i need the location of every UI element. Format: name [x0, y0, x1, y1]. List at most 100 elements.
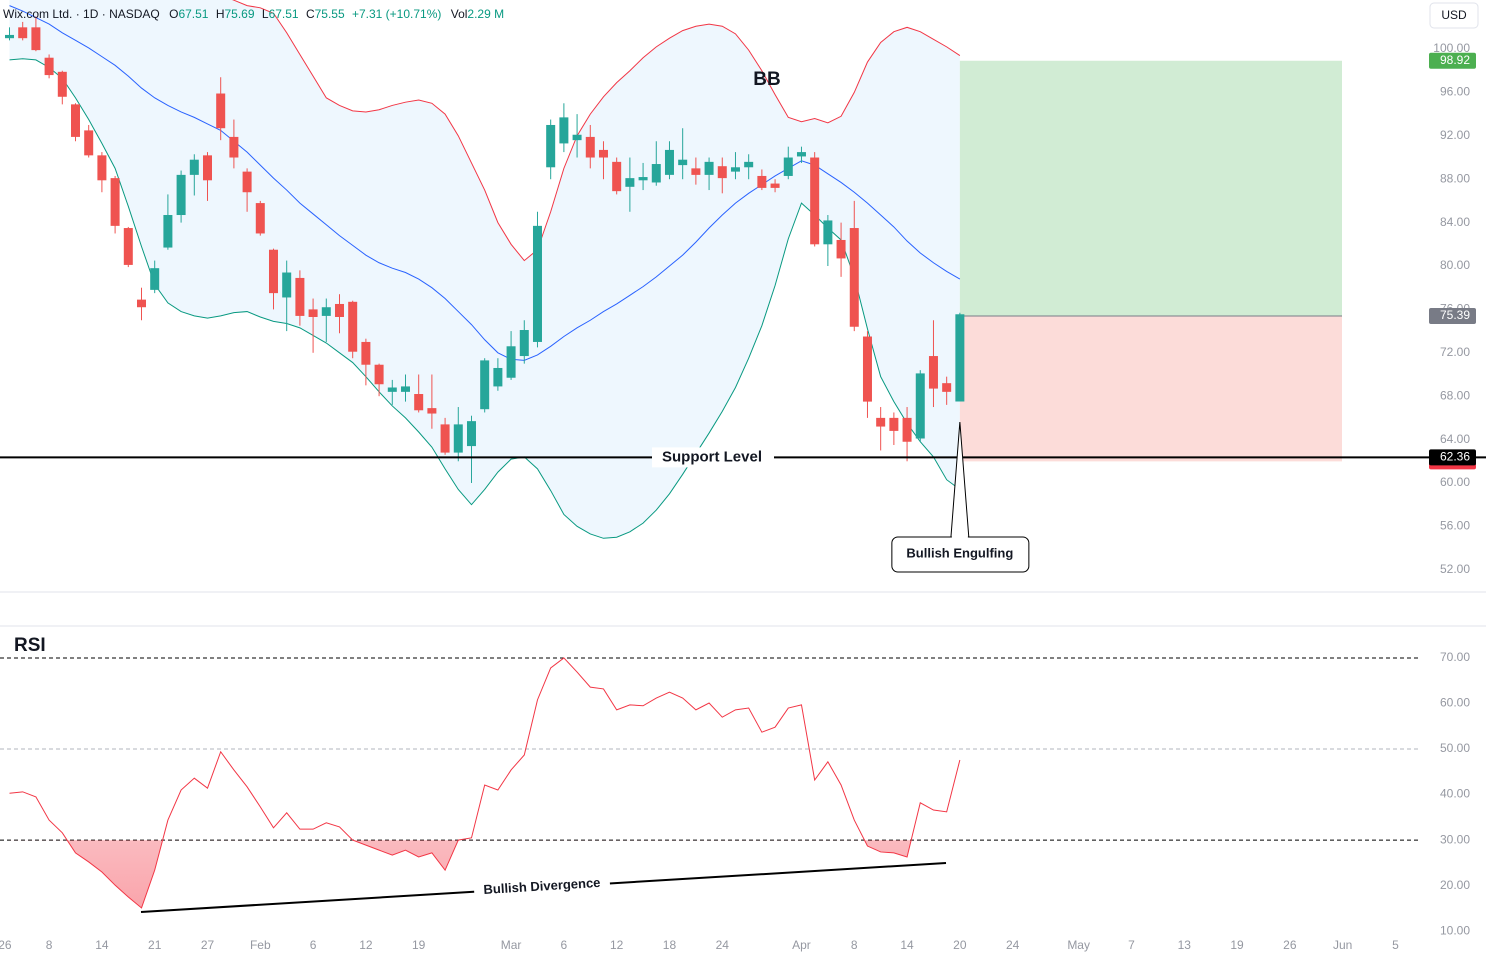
x-tick-label: Feb	[250, 938, 271, 952]
candle-body	[5, 34, 15, 39]
candle-body	[546, 124, 556, 168]
low: 67.51	[269, 7, 299, 21]
divergence-label-bg	[473, 872, 611, 902]
candle-body	[783, 157, 793, 176]
currency-button[interactable]	[1429, 2, 1479, 29]
x-tick-label: 24	[716, 938, 730, 952]
y-tick-label: 100.00	[1433, 41, 1470, 55]
candle-body	[84, 130, 94, 156]
candle-body	[31, 27, 41, 51]
candle-body	[110, 178, 120, 226]
candle-body	[334, 303, 344, 317]
candle-body	[717, 166, 727, 179]
callout-pointer	[950, 421, 970, 539]
target-price-tag	[1429, 52, 1476, 69]
candle-body	[321, 307, 331, 316]
candle-body	[229, 136, 239, 158]
currency[interactable]: USD	[1441, 8, 1467, 22]
bb-upper	[232, 0, 961, 262]
target-price-label: 98.92	[1440, 53, 1470, 67]
rsi-tick-label: 60.00	[1440, 696, 1470, 710]
candle-body	[123, 228, 133, 265]
candle-body	[387, 387, 397, 392]
candle-body	[282, 272, 292, 298]
change: +7.31 (+10.71%)	[352, 7, 441, 21]
y-tick-label: 64.00	[1440, 432, 1470, 446]
close: 75.55	[315, 7, 345, 21]
candle-body	[625, 178, 635, 187]
divergence-text: Bullish Divergence	[483, 875, 601, 897]
l-label: L	[262, 7, 269, 21]
candle-body	[691, 168, 701, 175]
candle-body	[572, 134, 582, 141]
candle-body	[136, 299, 146, 308]
rsi-line	[9, 657, 961, 909]
candle-body	[348, 301, 358, 352]
candle-body	[559, 117, 569, 144]
rsi-tick-label: 50.00	[1440, 741, 1470, 755]
rsi-tick-label: 20.00	[1440, 878, 1470, 892]
candle-body	[466, 421, 476, 447]
support-label: Support Level	[662, 448, 762, 465]
candle-body	[889, 417, 899, 431]
x-tick-label: Apr	[792, 938, 811, 952]
candle-body	[519, 330, 529, 357]
x-tick-label: 27	[201, 938, 215, 952]
x-tick-label: 13	[1178, 938, 1192, 952]
header: Wix.com Ltd. · 1D · NASDAQ O67.51 H75.69…	[3, 7, 504, 21]
candle-body	[176, 174, 186, 216]
c-label: C	[306, 7, 315, 21]
x-tick-label: 19	[1230, 938, 1244, 952]
candle-body	[308, 309, 318, 317]
candle-body	[57, 71, 67, 97]
candle-body	[612, 161, 622, 192]
rsi-tick-label: 40.00	[1440, 787, 1470, 801]
candle-body	[757, 175, 767, 188]
x-tick-label: May	[1067, 938, 1090, 952]
x-tick-label: 14	[900, 938, 914, 952]
y-tick-label: 96.00	[1440, 85, 1470, 99]
sep: ·	[102, 7, 109, 21]
candle-body	[163, 215, 173, 248]
candle-body	[796, 152, 806, 157]
open: 67.51	[178, 7, 208, 21]
candle-body	[480, 360, 490, 410]
candle-body	[44, 57, 54, 76]
candle-body	[202, 155, 212, 181]
exchange: NASDAQ	[109, 7, 160, 21]
candle-body	[427, 408, 437, 414]
x-tick-label: 21	[148, 938, 162, 952]
candle-body	[585, 136, 595, 158]
candle-body	[651, 164, 661, 183]
y-tick-label: 92.00	[1440, 128, 1470, 142]
candle-body	[598, 149, 608, 158]
candle-body	[506, 346, 516, 378]
candle-body	[810, 157, 820, 245]
x-tick-label: 26	[1283, 938, 1297, 952]
candle-body	[414, 394, 424, 411]
bb-lower	[9, 58, 961, 539]
candle-body	[942, 383, 952, 392]
x-tick-label: 7	[1128, 938, 1135, 952]
candle-body	[374, 364, 384, 385]
y-tick-label: 68.00	[1440, 388, 1470, 402]
interval: 1D	[83, 7, 99, 21]
x-tick-label: 24	[1006, 938, 1020, 952]
candle-body	[493, 367, 503, 387]
y-tick-label: 80.00	[1440, 258, 1470, 272]
vol-label: Vol	[451, 7, 468, 21]
candle-body	[770, 183, 780, 188]
sep: ·	[76, 7, 83, 21]
h-label: H	[216, 7, 225, 21]
candle-body	[928, 356, 938, 389]
overlay: Support Level BB Bullish Engulfing 100.00 96…	[0, 41, 1486, 952]
volume: 2.29 M	[467, 7, 504, 21]
rsi-pane	[0, 657, 1420, 909]
candle-body	[532, 225, 542, 342]
callout-text: Bullish Engulfing	[906, 545, 1013, 560]
candle-body	[189, 159, 199, 175]
candle-body	[836, 239, 846, 259]
y-tick-label: 84.00	[1440, 215, 1470, 229]
candle-body	[862, 336, 872, 402]
